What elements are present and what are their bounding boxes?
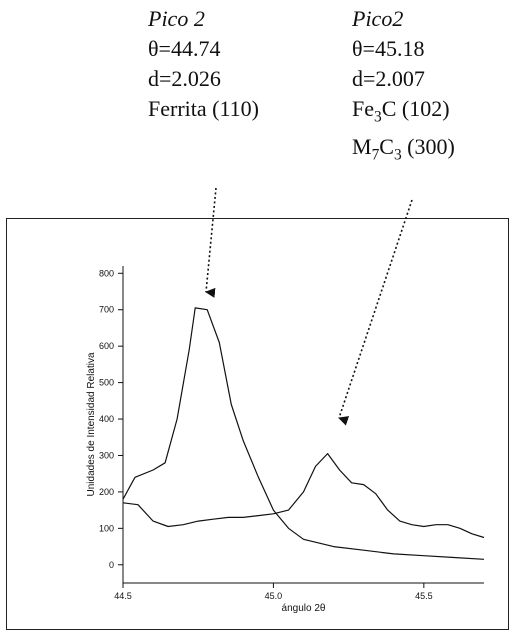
y-tick-label: 300 bbox=[99, 450, 114, 460]
y-tick-label: 800 bbox=[99, 268, 114, 278]
annotation-phase: Ferrita (110) bbox=[148, 96, 259, 121]
annotation-pico-2-left: Pico 2 θ=44.74 d=2.026 Ferrita (110) bbox=[148, 4, 259, 124]
chart-frame bbox=[6, 218, 509, 630]
y-axis-title: Unidades de Intensidad Relativa bbox=[86, 352, 97, 496]
annotation-title: Pico 2 bbox=[148, 6, 205, 31]
x-tick-label: 45.5 bbox=[415, 591, 433, 601]
annotation-theta: θ=44.74 bbox=[148, 36, 221, 61]
series-line-1 bbox=[122, 307, 485, 560]
y-tick-label: 700 bbox=[99, 305, 114, 315]
y-tick-label: 100 bbox=[99, 523, 114, 533]
y-tick-label: 200 bbox=[99, 487, 114, 497]
annotation-title: Pico2 bbox=[352, 6, 404, 31]
y-tick-label: 500 bbox=[99, 378, 114, 388]
series-line-2 bbox=[122, 453, 485, 539]
y-tick-label: 0 bbox=[109, 560, 114, 570]
annotation-arrow-left bbox=[205, 187, 217, 298]
series-layer bbox=[122, 307, 485, 560]
annotation-arrow-right bbox=[338, 199, 413, 426]
x-axis-title: ángulo 2θ bbox=[282, 603, 326, 614]
annotation-phase-m7c3: M7C3 (300) bbox=[352, 134, 455, 164]
annotation-theta: θ=45.18 bbox=[352, 36, 425, 61]
annotation-d-spacing: d=2.007 bbox=[352, 66, 425, 91]
y-tick-label: 400 bbox=[99, 414, 114, 424]
annotation-d-spacing: d=2.026 bbox=[148, 66, 221, 91]
x-tick-label: 45.0 bbox=[265, 591, 283, 601]
axes: 0 100 200 300 400 500 600 700 800 44.5 45.0 45.5 áng… bbox=[86, 266, 484, 614]
x-tick-label: 44.5 bbox=[114, 591, 132, 601]
y-tick-label: 600 bbox=[99, 341, 114, 351]
annotation-pico-2-right: Pico2 θ=45.18 d=2.007 Fe3C (102) M7C3 (3… bbox=[352, 4, 455, 171]
annotation-phase-fe3c: Fe3C (102) bbox=[352, 96, 450, 126]
